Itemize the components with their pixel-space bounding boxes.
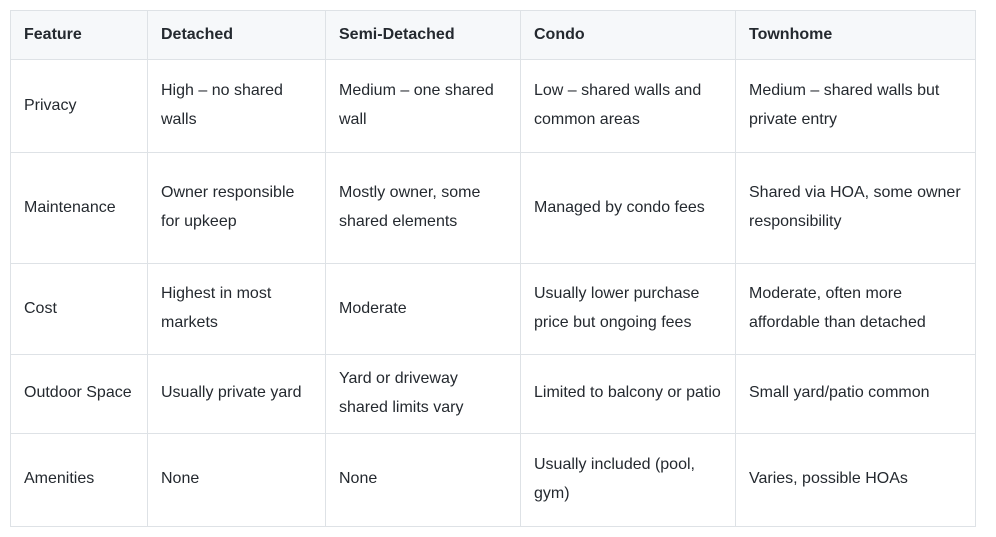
column-header-townhome: Townhome bbox=[735, 10, 976, 60]
feature-label: Outdoor Space bbox=[10, 354, 148, 434]
table-row-privacy: Privacy High – no shared walls Medium – … bbox=[10, 59, 976, 153]
feature-label: Maintenance bbox=[10, 152, 148, 264]
cell-cost-semi-detached: Moderate bbox=[325, 263, 521, 355]
cell-amenities-semi-detached: None bbox=[325, 432, 521, 527]
cell-outdoor-detached: Usually private yard bbox=[147, 354, 326, 434]
column-header-feature: Feature bbox=[10, 10, 148, 60]
cell-privacy-townhome: Medium – shared walls but private entry bbox=[735, 59, 976, 153]
table-row-cost: Cost Highest in most markets Moderate Us… bbox=[10, 263, 976, 355]
feature-label: Cost bbox=[10, 263, 148, 355]
cell-amenities-condo: Usually included (pool, gym) bbox=[520, 432, 736, 527]
cell-maintenance-detached: Owner responsible for upkeep bbox=[147, 152, 326, 264]
table-row-amenities: Amenities None None Usually included (po… bbox=[10, 432, 976, 527]
column-header-semi-detached: Semi-Detached bbox=[325, 10, 521, 60]
column-header-detached: Detached bbox=[147, 10, 326, 60]
cell-outdoor-townhome: Small yard/patio common bbox=[735, 354, 976, 434]
table-row-outdoor-space: Outdoor Space Usually private yard Yard … bbox=[10, 354, 976, 434]
cell-privacy-condo: Low – shared walls and common areas bbox=[520, 59, 736, 153]
cell-cost-detached: Highest in most markets bbox=[147, 263, 326, 355]
feature-label: Amenities bbox=[10, 432, 148, 527]
feature-label: Privacy bbox=[10, 59, 148, 153]
cell-privacy-detached: High – no shared walls bbox=[147, 59, 326, 153]
housing-comparison-table: Feature Detached Semi-Detached Condo Tow… bbox=[10, 10, 976, 527]
cell-cost-townhome: Moderate, often more affordable than det… bbox=[735, 263, 976, 355]
cell-maintenance-semi-detached: Mostly owner, some shared elements bbox=[325, 152, 521, 264]
cell-outdoor-semi-detached: Yard or driveway shared limits vary bbox=[325, 354, 521, 434]
cell-amenities-detached: None bbox=[147, 432, 326, 527]
cell-maintenance-condo: Managed by condo fees bbox=[520, 152, 736, 264]
column-header-condo: Condo bbox=[520, 10, 736, 60]
cell-amenities-townhome: Varies, possible HOAs bbox=[735, 432, 976, 527]
table-row-maintenance: Maintenance Owner responsible for upkeep… bbox=[10, 152, 976, 264]
cell-maintenance-townhome: Shared via HOA, some owner responsibilit… bbox=[735, 152, 976, 264]
cell-privacy-semi-detached: Medium – one shared wall bbox=[325, 59, 521, 153]
cell-outdoor-condo: Limited to balcony or patio bbox=[520, 354, 736, 434]
cell-cost-condo: Usually lower purchase price but ongoing… bbox=[520, 263, 736, 355]
header-row: Feature Detached Semi-Detached Condo Tow… bbox=[10, 10, 976, 60]
